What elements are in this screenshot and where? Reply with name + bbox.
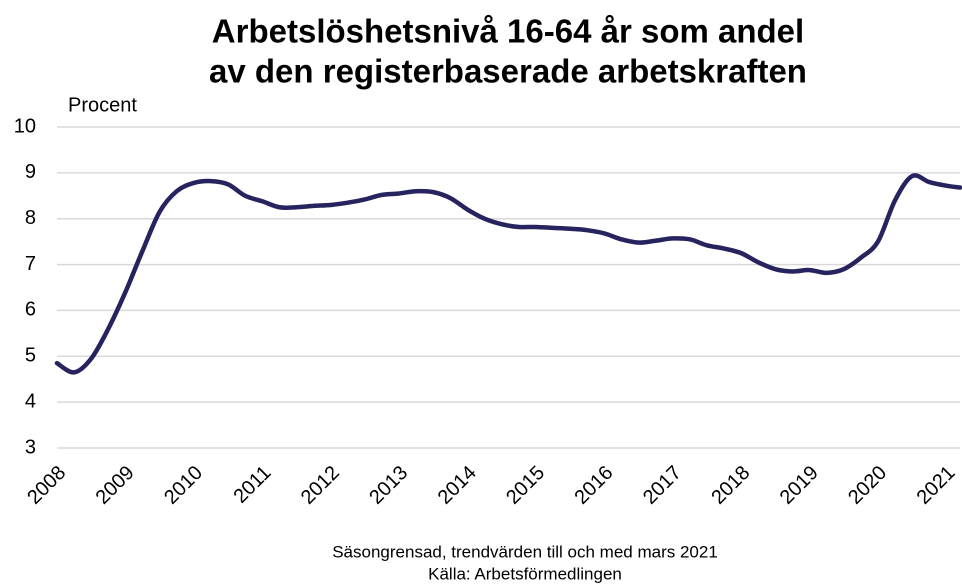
x-tick-label: 2018 <box>707 462 754 509</box>
x-tick-label: 2017 <box>639 462 686 509</box>
y-axis-label: Procent <box>68 94 137 116</box>
x-tick-label: 2011 <box>230 462 276 508</box>
y-tick-label: 5 <box>25 345 36 367</box>
x-tick-label: 2020 <box>844 462 891 509</box>
x-tick-label: 2008 <box>23 462 70 509</box>
footnote: Källa: Arbetsförmedlingen <box>428 564 622 583</box>
y-tick-label: 3 <box>25 436 36 458</box>
x-tick-label: 2013 <box>365 462 412 509</box>
x-tick-label: 2021 <box>913 462 960 509</box>
x-tick-label: 2012 <box>297 462 344 509</box>
y-tick-label: 6 <box>25 299 36 321</box>
x-tick-label: 2019 <box>776 462 823 509</box>
x-tick-label: 2009 <box>92 462 139 509</box>
chart-title: Arbetslöshetsnivå 16-64 år som andel <box>212 13 804 50</box>
y-tick-label: 9 <box>25 161 36 183</box>
y-tick-label: 7 <box>25 253 36 275</box>
y-tick-label: 10 <box>14 115 36 137</box>
x-tick-label: 2015 <box>502 462 549 509</box>
footnote: Säsongrensad, trendvärden till och med m… <box>332 542 718 561</box>
line <box>54 173 962 375</box>
chart-title: av den registerbaserade arbetskraften <box>209 53 807 90</box>
y-tick-label: 4 <box>25 390 36 412</box>
x-tick-label: 2016 <box>571 462 618 509</box>
y-tick-label: 8 <box>25 207 36 229</box>
x-tick-label: 2014 <box>434 462 481 509</box>
x-tick-label: 2010 <box>160 462 207 509</box>
